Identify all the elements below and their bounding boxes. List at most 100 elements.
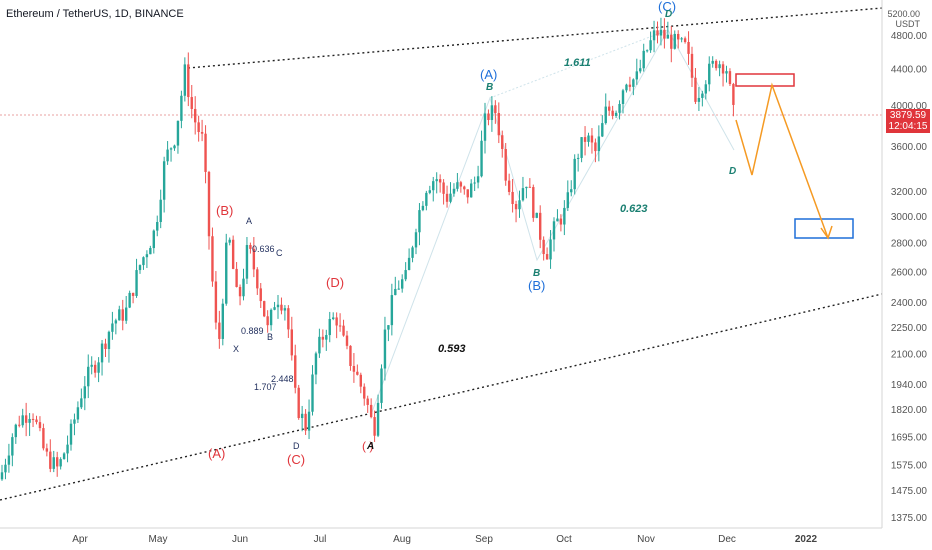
candle-up <box>14 424 17 438</box>
candle-up <box>152 230 155 249</box>
candle-up <box>100 343 104 363</box>
candle-up <box>176 120 180 146</box>
candle-up <box>480 140 483 177</box>
last-price-tag[interactable]: 3879.59 12:04:15 <box>886 109 930 133</box>
candle-up <box>242 278 245 297</box>
candle-up <box>518 200 521 210</box>
last-price: 3879.59 <box>889 110 927 121</box>
harmonic-letter-a: A <box>246 216 252 226</box>
candle-up <box>618 103 621 113</box>
candle-up <box>421 205 425 211</box>
candle-down <box>349 345 352 366</box>
candle-up <box>666 34 670 39</box>
candle-up <box>183 64 187 96</box>
candle-down <box>594 142 597 152</box>
candle-up <box>625 84 628 91</box>
countdown-timer: 12:04:15 <box>888 121 928 132</box>
candle-up <box>156 221 159 231</box>
candle-down <box>280 304 283 311</box>
candle-up <box>145 254 149 258</box>
ratio-0636: 0.636 <box>252 244 275 254</box>
candle-up <box>483 113 487 141</box>
candle-up <box>601 123 604 137</box>
price-tick-label: 1375.00 <box>891 513 928 524</box>
candle-up <box>80 398 83 408</box>
axis-currency: USDT <box>895 19 921 29</box>
candle-up <box>473 182 476 184</box>
time-tick-label: Apr <box>72 534 88 545</box>
candle-up <box>394 288 397 296</box>
harmonic-letter-b: B <box>267 332 273 342</box>
candle-up <box>525 186 528 189</box>
candle-up <box>307 411 311 431</box>
harmonic-label-d-top: D <box>665 9 672 20</box>
price-tick-label: 4800.00 <box>891 31 928 42</box>
candle-up <box>311 374 314 412</box>
candle-down <box>363 386 366 399</box>
candle-down <box>628 84 632 87</box>
candle-down <box>218 322 221 339</box>
candle-up <box>580 137 583 158</box>
candle-up <box>87 366 90 387</box>
candle-up <box>59 459 62 467</box>
candle-down <box>335 317 338 326</box>
candle-up <box>449 193 452 202</box>
candle-up <box>318 336 321 354</box>
candle-up <box>697 97 701 102</box>
harmonic-label-b-bottom: B <box>533 268 540 279</box>
price-axis-ticks: 1375.00 1475.00 1575.00 1695.00 1820.00 1940.… <box>891 31 928 524</box>
harmonic-letter-d: D <box>293 441 300 451</box>
candle-down <box>497 113 500 136</box>
target-box <box>794 218 854 239</box>
candle-up <box>273 307 276 310</box>
time-tick-label: Dec <box>718 534 736 545</box>
candles-group <box>0 17 735 481</box>
harmonic-label-d-right: D <box>729 166 736 177</box>
candle-up <box>456 182 459 189</box>
harmonic-letter-x: X <box>233 344 239 354</box>
candle-down <box>466 189 469 198</box>
price-tick-label: 1575.00 <box>891 461 928 472</box>
candle-down <box>494 105 497 114</box>
candle-down <box>18 424 21 426</box>
candle-down <box>294 355 297 388</box>
time-axis-ticks: Apr May Jun Jul Aug Sep Oct Nov Dec 2022 <box>72 534 817 545</box>
candle-down <box>501 135 504 150</box>
candle-up <box>708 63 711 85</box>
candle-up <box>97 362 100 373</box>
candle-up <box>718 64 721 69</box>
candle-up <box>90 364 93 367</box>
candle-up <box>314 353 318 375</box>
candle-up <box>621 90 625 104</box>
candle-up <box>283 308 287 311</box>
candle-up <box>245 245 249 279</box>
candle-down <box>690 53 694 78</box>
price-axis-unit: 5200.00 USDT <box>887 9 920 29</box>
candle-up <box>639 68 642 72</box>
candle-up <box>7 455 11 465</box>
candle-down <box>683 38 687 43</box>
candle-down <box>56 457 59 467</box>
candle-up <box>332 317 335 319</box>
candle-down <box>514 204 518 210</box>
candle-up <box>66 444 69 454</box>
candle-up <box>614 112 618 116</box>
candle-up <box>642 50 645 69</box>
candle-up <box>149 248 152 255</box>
candle-up <box>521 188 525 201</box>
candle-up <box>376 402 380 436</box>
candle-down <box>204 133 207 172</box>
wave-label-a-inner: A <box>366 441 374 452</box>
candle-down <box>45 448 49 452</box>
candle-up <box>635 71 638 80</box>
ratio-1611: 1.611 <box>564 57 591 69</box>
candle-up <box>325 335 328 340</box>
candle-down <box>194 108 197 123</box>
time-tick-label: Sep <box>475 534 493 545</box>
candle-up <box>632 79 635 87</box>
candle-down <box>445 193 449 202</box>
wave-label-red-paren: ( ) <box>362 439 373 453</box>
candle-down <box>721 64 725 74</box>
candle-up <box>228 239 231 243</box>
candle-up <box>114 320 118 324</box>
